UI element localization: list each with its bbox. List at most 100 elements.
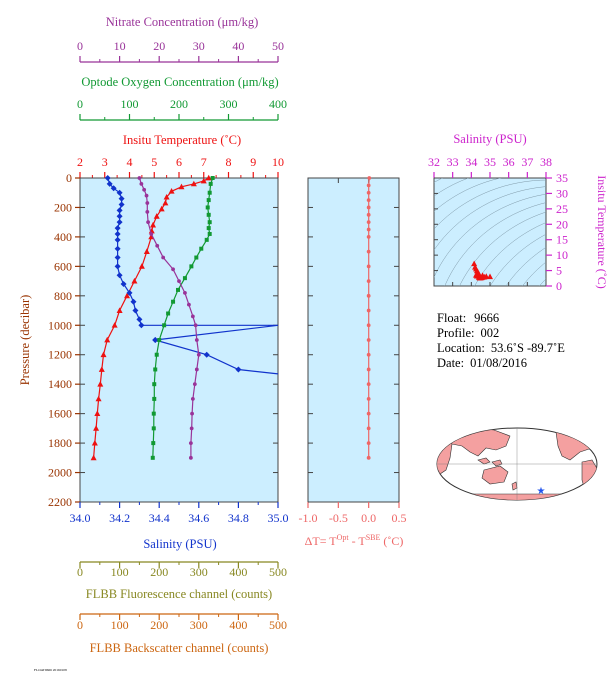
temp-point-19 (100, 351, 107, 358)
temp-point-0 (205, 174, 212, 181)
salinity-point-15 (116, 272, 123, 279)
nitrate-tick-3: 30 (193, 39, 205, 53)
ts-y-tick-0: 0 (556, 279, 562, 293)
salinity-point-6 (116, 207, 123, 214)
oxygen-point-23 (151, 411, 156, 416)
delta-t-axis-label: ΔT= TOpt - TSBE (˚C) (305, 533, 404, 548)
salinity-point-8 (116, 219, 123, 226)
ts-point-16 (473, 272, 479, 278)
pressure-tick-1: 200 (54, 200, 72, 214)
backscatter-axis-label: FLBB Backscatter channel (counts) (90, 641, 269, 655)
salinity-point-1 (106, 180, 113, 187)
nitrate-point-1 (139, 181, 144, 186)
dt-point-23 (366, 455, 371, 460)
nitrate-point-4 (145, 201, 150, 205)
nitrate-point-6 (146, 220, 151, 225)
profile-label: Profile: 002 (437, 326, 499, 340)
temp-point-17 (111, 322, 118, 328)
pressure-tick-3: 600 (54, 259, 72, 273)
temp-point-24 (93, 425, 100, 431)
oxygen-point-25 (151, 441, 156, 446)
dt-point-12 (366, 293, 371, 298)
salinity-point-27 (235, 366, 242, 373)
salinity-axis: 34.0 34.2 34.4 34.6 34.8 35.0 Salinity (PSU) (70, 502, 289, 551)
dt-tick-3: 0.5 (392, 511, 407, 525)
dt-point-5 (366, 212, 371, 217)
pressure-tick-10: 2000 (48, 466, 72, 480)
salinity-point-13 (114, 254, 121, 261)
temp-point-5 (163, 193, 170, 200)
nitrate-point-15 (193, 323, 198, 328)
oxygen-point-1 (208, 181, 213, 186)
dt-point-10 (366, 264, 371, 269)
oxygen-point-6 (207, 220, 212, 225)
dt-point-6 (366, 220, 371, 225)
salinity-point-16 (120, 281, 127, 288)
temp-point-1 (200, 177, 207, 184)
fluor-tick-3: 300 (190, 565, 208, 579)
backscatter-tick-1: 100 (111, 618, 129, 632)
nitrate-point-12 (183, 290, 187, 295)
salinity-point-19 (132, 307, 139, 314)
temp-point-2 (190, 180, 197, 187)
temperature-axis-label: Insitu Temperature (˚C) (123, 133, 241, 147)
temp-point-25 (91, 439, 98, 446)
salinity-point-21 (138, 322, 145, 329)
pressure-tick-8: 1600 (48, 407, 72, 421)
ts-x-tick-1: 33 (447, 155, 459, 169)
salinity-point-20 (136, 316, 143, 323)
ts-y-tick-3: 15 (556, 233, 568, 247)
ts-y-tick-7: 35 (556, 171, 568, 185)
pressure-axis-label: Pressure (decibar) (18, 295, 32, 386)
footer-tiny-text: FLOAT9666 20160108 (34, 668, 67, 672)
oxygen-point-3 (206, 198, 211, 203)
backscatter-tick-3: 300 (190, 618, 208, 632)
salinity-tick-2: 34.4 (149, 511, 170, 525)
temp-point-22 (95, 395, 102, 402)
nitrate-tick-1: 10 (114, 39, 126, 53)
salinity-point-9 (114, 225, 121, 232)
fluor-tick-2: 200 (150, 565, 168, 579)
oxygen-point-4 (205, 205, 210, 210)
oxygen-point-20 (153, 367, 158, 372)
salinity-tick-1: 34.2 (109, 511, 130, 525)
oxygen-point-11 (194, 255, 199, 260)
ts-y-axis-label: Insitu Temperature (˚C) (595, 175, 609, 289)
salinity-point-11 (114, 236, 121, 243)
oxygen-point-7 (206, 226, 211, 231)
nitrate-point-8 (155, 243, 160, 248)
salinity-tick-4: 34.8 (228, 511, 249, 525)
nitrate-point-20 (190, 397, 195, 401)
pressure-axis: 0 200 400 600 800 1000 1200 1400 1600 1800 2000 220… (48, 171, 278, 509)
dt-point-0 (367, 176, 372, 180)
temp-point-8 (153, 213, 160, 219)
nitrate-axis: Nitrate Concentration (μm/kg) 0 10 20 30 40 5… (77, 15, 284, 63)
dt-point-15 (366, 338, 371, 342)
fluorescence-axis-label: FLBB Fluorescence channel (counts) (86, 587, 272, 601)
fluor-tick-1: 100 (111, 565, 129, 579)
pressure-tick-5: 1000 (48, 318, 72, 332)
dt-point-1 (366, 183, 371, 188)
salinity-point-7 (116, 213, 123, 220)
dt-point-16 (366, 352, 371, 357)
temp-point-26 (90, 454, 97, 461)
oxygen-tick-2: 200 (170, 97, 188, 111)
salinity-point-3 (116, 189, 123, 196)
salinity-point-26 (203, 351, 210, 358)
nitrate-point-14 (190, 314, 195, 319)
temp-point-4 (168, 188, 175, 194)
temp-point-13 (138, 263, 145, 269)
fluor-tick-4: 400 (229, 565, 247, 579)
dt-point-13 (366, 308, 371, 313)
salinity-point-4 (118, 195, 125, 202)
pressure-tick-11: 2200 (48, 495, 72, 509)
dt-tick-0: -1.0 (299, 511, 318, 525)
temp-point-18 (104, 336, 111, 343)
nitrate-point-16 (194, 338, 199, 342)
dt-tick-2: 0.0 (361, 511, 376, 525)
nitrate-point-9 (161, 255, 166, 260)
dt-point-9 (366, 249, 371, 254)
salinity-point-18 (130, 298, 137, 305)
ts-x-tick-3: 35 (484, 155, 496, 169)
